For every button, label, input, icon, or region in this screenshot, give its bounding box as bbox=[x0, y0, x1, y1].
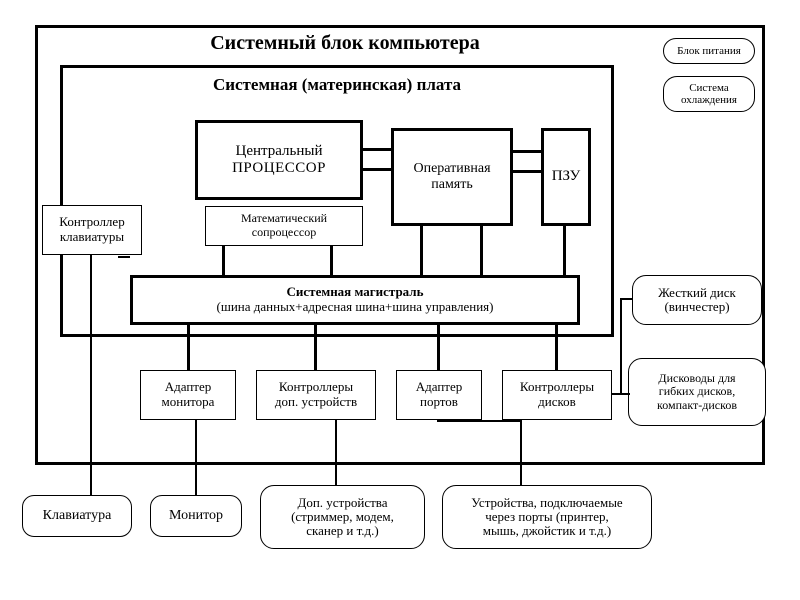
diagram-root: Системный блок компьютера Блок питания С… bbox=[0, 0, 800, 600]
port-devices-label: Устройства, подключаемыечерез порты (при… bbox=[471, 496, 622, 539]
bus-block: Системная магистраль(шина данных+адресна… bbox=[130, 275, 580, 325]
monitor-label: Монитор bbox=[169, 508, 223, 523]
rom-label: ПЗУ bbox=[552, 168, 581, 185]
device-controllers: Контроллерыдоп. устройств bbox=[256, 370, 376, 420]
motherboard-title: Системная (материнская) плата bbox=[60, 75, 614, 95]
edge-cpu-ram-top bbox=[363, 148, 391, 151]
devices-block: Доп. устройства(стриммер, модем,сканер и… bbox=[260, 485, 425, 549]
port-adapter-label: Адаптерпортов bbox=[416, 380, 463, 410]
fpu-label: Математическийсопроцессор bbox=[241, 212, 327, 240]
edge-bus-dev bbox=[314, 325, 317, 370]
cpu-label: ЦентральныйПРОЦЕССОР bbox=[232, 143, 326, 178]
system-unit-title: Системный блок компьютера bbox=[35, 32, 655, 55]
monitor-adapter: Адаптермонитора bbox=[140, 370, 236, 420]
device-controllers-label: Контроллерыдоп. устройств bbox=[275, 380, 357, 410]
rom-block: ПЗУ bbox=[541, 128, 591, 226]
keyboard-block: Клавиатура bbox=[22, 495, 132, 537]
edge-kbctl-kb bbox=[90, 255, 92, 495]
keyboard-label: Клавиатура bbox=[43, 508, 112, 523]
cooling-block: Системаохлаждения bbox=[663, 76, 755, 112]
port-devices-block: Устройства, подключаемыечерез порты (при… bbox=[442, 485, 652, 549]
edge-cpu-bus-2 bbox=[330, 246, 333, 275]
ram-block: Оперативнаяпамять bbox=[391, 128, 513, 226]
edge-disk-hdd-h bbox=[620, 298, 632, 300]
disk-controllers: Контроллерыдисков bbox=[502, 370, 612, 420]
edge-ram-rom-bot bbox=[513, 170, 541, 173]
kbctl-label: Контроллерклавиатуры bbox=[59, 215, 124, 245]
edge-cpu-ram-bot bbox=[363, 168, 391, 171]
edge-bus-mon bbox=[187, 325, 190, 370]
psu-block: Блок питания bbox=[663, 38, 755, 64]
edge-port-out-v0 bbox=[437, 420, 439, 422]
edge-ram-bus-1 bbox=[420, 226, 423, 275]
ram-label: Оперативнаяпамять bbox=[413, 161, 490, 193]
port-adapter: Адаптерпортов bbox=[396, 370, 482, 420]
monitor-adapter-label: Адаптермонитора bbox=[162, 380, 215, 410]
bus-label: Системная магистраль(шина данных+адресна… bbox=[217, 285, 494, 315]
edge-bus-disk bbox=[555, 325, 558, 370]
edge-dev-out bbox=[335, 420, 337, 485]
edge-kbctl-right bbox=[118, 256, 130, 258]
edge-port-out bbox=[520, 420, 522, 485]
edge-disk-up bbox=[620, 298, 622, 394]
hdd-label: Жесткий диск(винчестер) bbox=[658, 286, 736, 315]
cooling-label: Системаохлаждения bbox=[681, 82, 737, 106]
edge-ram-rom-top bbox=[513, 150, 541, 153]
edge-port-out-h bbox=[437, 420, 522, 422]
drives-block: Дисководы длягибких дисков,компакт-диско… bbox=[628, 358, 766, 426]
cpu-block: ЦентральныйПРОЦЕССОР bbox=[195, 120, 363, 200]
psu-label: Блок питания bbox=[677, 45, 741, 57]
hdd-block: Жесткий диск(винчестер) bbox=[632, 275, 762, 325]
edge-ram-bus-2 bbox=[480, 226, 483, 275]
edge-bus-port bbox=[437, 325, 440, 370]
devices-label: Доп. устройства(стриммер, модем,сканер и… bbox=[291, 496, 394, 539]
keyboard-controller: Контроллерклавиатуры bbox=[42, 205, 142, 255]
monitor-block: Монитор bbox=[150, 495, 242, 537]
drives-label: Дисководы длягибких дисков,компакт-диско… bbox=[657, 372, 737, 412]
edge-rom-bus bbox=[563, 226, 566, 275]
edge-mon-out bbox=[195, 420, 197, 495]
edge-disk-drives-h bbox=[612, 393, 630, 395]
disk-controllers-label: Контроллерыдисков bbox=[520, 380, 594, 410]
edge-cpu-bus-1 bbox=[222, 246, 225, 275]
fpu-block: Математическийсопроцессор bbox=[205, 206, 363, 246]
